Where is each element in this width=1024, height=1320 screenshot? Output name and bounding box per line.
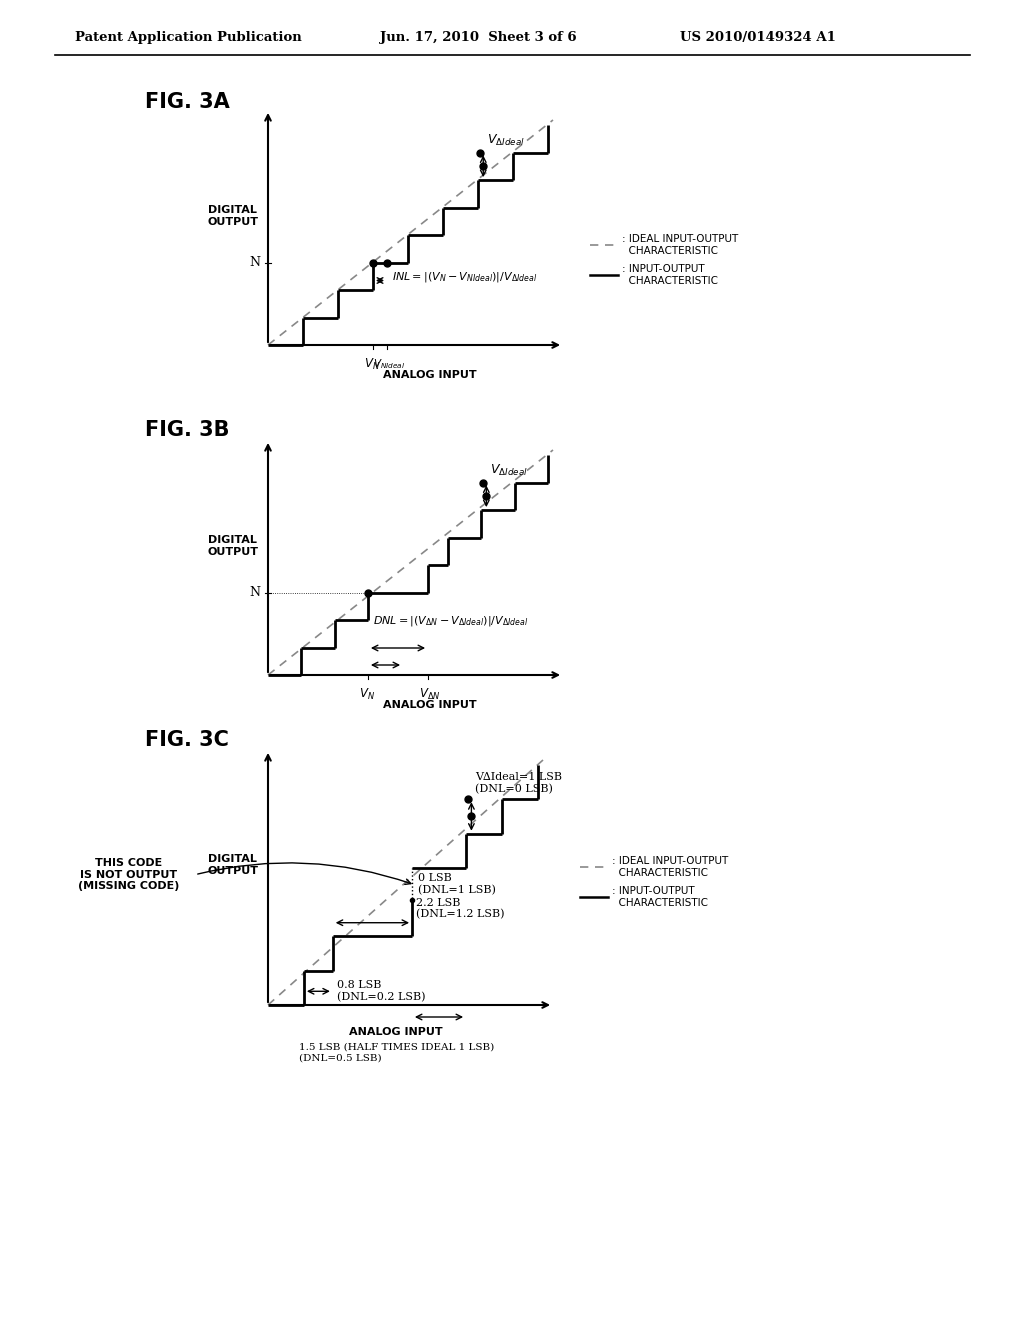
Text: N: N (249, 256, 260, 269)
Text: Jun. 17, 2010  Sheet 3 of 6: Jun. 17, 2010 Sheet 3 of 6 (380, 30, 577, 44)
Text: V∆Ideal=1 LSB
(DNL=0 LSB): V∆Ideal=1 LSB (DNL=0 LSB) (475, 772, 562, 795)
Text: $\mathit{DNL}=|(V_{\Delta N}-V_{\Delta Ideal})|/V_{\Delta Ideal}$: $\mathit{DNL}=|(V_{\Delta N}-V_{\Delta I… (373, 615, 528, 628)
Text: 2.2 LSB
(DNL=1.2 LSB): 2.2 LSB (DNL=1.2 LSB) (416, 898, 505, 920)
Text: DIGITAL
OUTPUT: DIGITAL OUTPUT (207, 535, 258, 557)
Text: FIG. 3A: FIG. 3A (145, 92, 229, 112)
Text: ANALOG INPUT: ANALOG INPUT (349, 1027, 443, 1038)
Text: N: N (249, 586, 260, 599)
Text: : IDEAL INPUT-OUTPUT
  CHARACTERISTIC: : IDEAL INPUT-OUTPUT CHARACTERISTIC (622, 234, 738, 256)
Text: ANALOG INPUT: ANALOG INPUT (383, 370, 477, 380)
Text: : INPUT-OUTPUT
  CHARACTERISTIC: : INPUT-OUTPUT CHARACTERISTIC (612, 886, 708, 908)
Text: $V_N$: $V_N$ (364, 356, 380, 372)
Text: FIG. 3B: FIG. 3B (145, 420, 229, 440)
Text: THIS CODE
IS NOT OUTPUT
(MISSING CODE): THIS CODE IS NOT OUTPUT (MISSING CODE) (78, 858, 179, 891)
Text: : INPUT-OUTPUT
  CHARACTERISTIC: : INPUT-OUTPUT CHARACTERISTIC (622, 264, 718, 286)
Text: 1.5 LSB (HALF TIMES IDEAL 1 LSB)
(DNL=0.5 LSB): 1.5 LSB (HALF TIMES IDEAL 1 LSB) (DNL=0.… (299, 1043, 495, 1063)
Text: Patent Application Publication: Patent Application Publication (75, 30, 302, 44)
Text: ANALOG INPUT: ANALOG INPUT (383, 700, 477, 710)
Text: US 2010/0149324 A1: US 2010/0149324 A1 (680, 30, 836, 44)
Text: $\mathit{INL}=|(V_N-V_{NIdeal})|/V_{\Delta Ideal}$: $\mathit{INL}=|(V_N-V_{NIdeal})|/V_{\Del… (392, 271, 538, 285)
Text: $V_{\Delta Ideal}$: $V_{\Delta Ideal}$ (487, 132, 525, 148)
Text: DIGITAL
OUTPUT: DIGITAL OUTPUT (207, 205, 258, 227)
Text: $V_N$: $V_N$ (359, 686, 375, 702)
Text: 0 LSB
(DNL=1 LSB): 0 LSB (DNL=1 LSB) (418, 873, 496, 895)
Text: FIG. 3C: FIG. 3C (145, 730, 229, 750)
Text: : IDEAL INPUT-OUTPUT
  CHARACTERISTIC: : IDEAL INPUT-OUTPUT CHARACTERISTIC (612, 857, 728, 878)
Text: 0.8 LSB
(DNL=0.2 LSB): 0.8 LSB (DNL=0.2 LSB) (337, 981, 425, 1002)
Text: $V_{NIdeal}$: $V_{NIdeal}$ (373, 356, 406, 371)
Text: DIGITAL
OUTPUT: DIGITAL OUTPUT (207, 854, 258, 875)
Text: $V_{\Delta Ideal}$: $V_{\Delta Ideal}$ (490, 462, 528, 478)
Text: $V_{\Delta N}$: $V_{\Delta N}$ (419, 686, 440, 702)
